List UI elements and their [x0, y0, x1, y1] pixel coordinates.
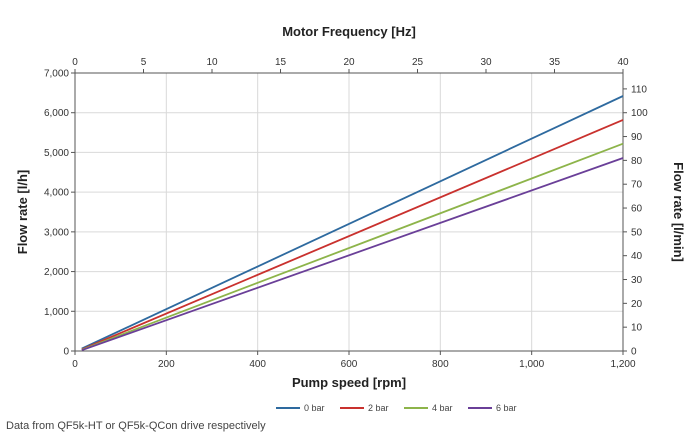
- series-line-2-bar: [81, 119, 624, 351]
- y2-tick-label: 10: [631, 323, 643, 334]
- y-tick-label: 5,000: [44, 148, 69, 159]
- series-line-0-bar: [81, 95, 624, 350]
- x-axis-title: Pump speed [rpm]: [292, 375, 406, 390]
- x2-tick-label: 0: [72, 57, 78, 68]
- y-tick-label: 1,000: [44, 307, 69, 318]
- x-tick-label: 200: [158, 359, 175, 370]
- x2-tick-label: 30: [480, 57, 492, 68]
- legend-label: 2 bar: [368, 403, 389, 413]
- axes: [71, 69, 627, 355]
- y2-tick-label: 60: [631, 204, 643, 215]
- x2-tick-label: 20: [343, 57, 355, 68]
- y-tick-label: 3,000: [44, 227, 69, 238]
- y2-tick-label: 90: [631, 132, 643, 143]
- x-tick-label: 0: [72, 359, 78, 370]
- x2-tick-label: 15: [275, 57, 287, 68]
- y-tick-label: 6,000: [44, 108, 69, 119]
- series-line-6-bar: [81, 157, 624, 352]
- legend-label: 0 bar: [304, 403, 325, 413]
- y2-tick-label: 100: [631, 108, 648, 119]
- y2-tick-label: 0: [631, 347, 637, 358]
- y2-tick-label: 50: [631, 227, 643, 238]
- x-tick-label: 1,000: [519, 359, 544, 370]
- y2-tick-label: 20: [631, 299, 643, 310]
- y2-tick-label: 70: [631, 180, 643, 191]
- y-tick-label: 0: [63, 347, 69, 358]
- footnote: Data from QF5k-HT or QF5k-QCon drive res…: [6, 420, 266, 432]
- y-axis-title: Flow rate [l/h]: [15, 170, 30, 255]
- x-tick-label: 1,200: [610, 359, 635, 370]
- x-tick-label: 400: [249, 359, 266, 370]
- x-tick-label: 600: [341, 359, 358, 370]
- legend-label: 6 bar: [496, 403, 517, 413]
- y-tick-label: 7,000: [44, 69, 69, 80]
- y2-axis-title: Flow rate [l/min]: [671, 162, 686, 262]
- series-lines: [81, 95, 624, 352]
- y2-tick-label: 110: [631, 84, 647, 95]
- series-line-4-bar: [81, 142, 624, 351]
- y2-tick-label: 30: [631, 275, 643, 286]
- x2-tick-label: 10: [206, 57, 218, 68]
- x2-axis-title: Motor Frequency [Hz]: [282, 24, 416, 39]
- y-tick-label: 4,000: [44, 188, 69, 199]
- x2-tick-label: 25: [412, 57, 424, 68]
- x2-tick-label: 40: [617, 57, 629, 68]
- legend-label: 4 bar: [432, 403, 453, 413]
- x-tick-label: 800: [432, 359, 449, 370]
- legend: 0 bar 2 bar 4 bar 6 bar: [276, 403, 517, 413]
- x2-tick-label: 5: [141, 57, 147, 68]
- y-tick-label: 2,000: [44, 267, 69, 278]
- y2-tick-label: 80: [631, 156, 643, 167]
- y2-tick-label: 40: [631, 251, 643, 262]
- x2-tick-label: 35: [549, 57, 561, 68]
